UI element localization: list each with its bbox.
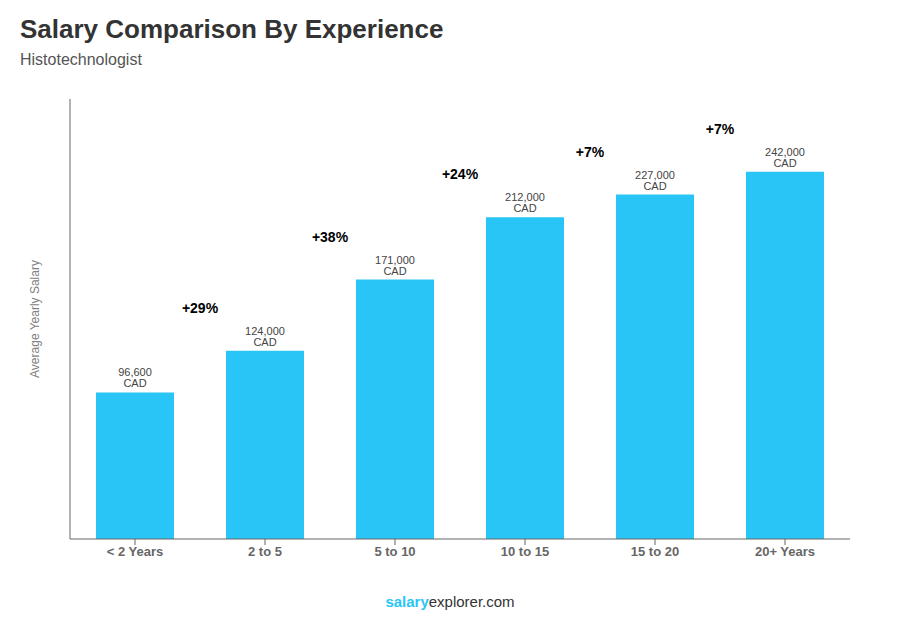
- svg-text:+7%: +7%: [576, 144, 605, 160]
- svg-text:2 to 5: 2 to 5: [248, 544, 282, 559]
- svg-text:10 to 15: 10 to 15: [501, 544, 549, 559]
- html-text:Histotechnologist: Histotechnologist: [20, 51, 142, 68]
- svg-text:171,000CAD: 171,000CAD: [375, 254, 415, 277]
- svg-text:5 to 10: 5 to 10: [374, 544, 415, 559]
- svg-text:212,000CAD: 212,000CAD: [505, 191, 545, 214]
- svg-text:+38%: +38%: [312, 229, 349, 245]
- svg-text:15 to 20: 15 to 20: [631, 544, 679, 559]
- svg-text:242,000CAD: 242,000CAD: [765, 146, 805, 169]
- svg-text:+24%: +24%: [442, 166, 479, 182]
- svg-text:+29%: +29%: [182, 300, 219, 316]
- html-text:Salary Comparison By Experienc: Salary Comparison By Experience: [20, 14, 444, 44]
- svg-text:Average Yearly Salary: Average Yearly Salary: [28, 260, 42, 378]
- svg-text:20+ Years: 20+ Years: [755, 544, 815, 559]
- svg-text:227,000CAD: 227,000CAD: [635, 169, 675, 192]
- svg-text:+7%: +7%: [706, 121, 735, 137]
- svg-text:< 2 Years: < 2 Years: [107, 544, 164, 559]
- svg-text:124,000CAD: 124,000CAD: [245, 325, 285, 348]
- html-text:salary explorer.com: salary explorer.com: [385, 593, 515, 610]
- svg-text:96,600CAD: 96,600CAD: [118, 366, 152, 389]
